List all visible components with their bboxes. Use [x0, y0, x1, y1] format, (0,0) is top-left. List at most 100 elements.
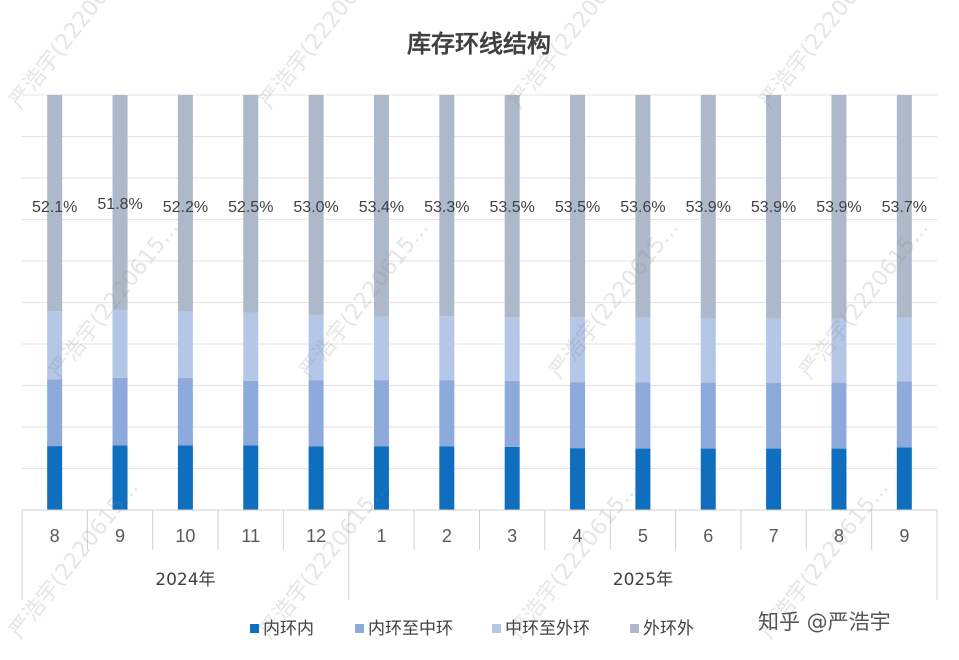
bar-segment-1-8: [504, 446, 520, 510]
bar-segment-3-4: [243, 312, 259, 381]
tick-label: 5: [638, 526, 648, 546]
bar-segment-2-7: [439, 380, 455, 447]
legend-label: 中环至外环: [505, 619, 590, 639]
data-label: 51.8%: [97, 196, 142, 213]
legend-label: 外环外: [643, 619, 694, 639]
bar-segment-3-9: [570, 317, 586, 383]
bar-segment-1-6: [373, 446, 389, 510]
bar-segment-4-11: [700, 95, 716, 319]
bar-segment-1-9: [570, 448, 586, 510]
bar-segment-4-6: [373, 95, 389, 317]
bar-segment-1-5: [308, 446, 324, 510]
data-label: 53.9%: [751, 199, 796, 216]
legend-swatch: [492, 624, 501, 633]
bar-segment-4-14: [896, 95, 912, 318]
bar-segment-1-4: [243, 445, 259, 510]
bar-segment-1-12: [766, 448, 782, 510]
bar-segment-2-10: [635, 382, 651, 449]
tick-label: 4: [573, 526, 583, 546]
bar-segment-4-1: [47, 95, 63, 312]
tick-label: 1: [376, 526, 386, 546]
watermark-text: 严浩宇(2220615...: [795, 216, 934, 384]
bar-segment-4-2: [112, 95, 128, 310]
bar-segment-4-12: [766, 95, 782, 319]
bar-segment-1-2: [112, 445, 128, 510]
data-label: 53.6%: [620, 199, 665, 216]
bar-segment-2-4: [243, 380, 259, 446]
bar-segment-1-11: [700, 448, 716, 510]
bar-segment-2-13: [831, 382, 847, 449]
bar-segment-4-10: [635, 95, 651, 318]
legend-label: 内环内: [263, 619, 314, 639]
tick-label: 8: [50, 526, 60, 546]
data-label: 52.5%: [228, 199, 273, 216]
data-label: 53.7%: [882, 199, 927, 216]
bar-segment-4-7: [439, 95, 455, 317]
watermark-text: 严浩宇(2220615...: [545, 216, 684, 384]
bar-segment-4-8: [504, 95, 520, 318]
watermark-text: 严浩宇(2220615...: [255, 0, 394, 114]
gridlines: [22, 94, 937, 511]
data-label: 52.2%: [163, 199, 208, 216]
bar-segment-2-12: [766, 383, 782, 449]
data-label: 53.3%: [424, 199, 469, 216]
bar-segment-4-5: [308, 95, 324, 315]
bar-segment-4-3: [177, 95, 193, 312]
tick-label: 6: [703, 526, 713, 546]
legend-swatch: [630, 624, 639, 633]
bar-segment-4-4: [243, 95, 259, 313]
bar-segment-4-13: [831, 95, 847, 319]
bar-segment-2-5: [308, 380, 324, 447]
tick-label: 9: [899, 526, 909, 546]
brand-watermark: 知乎 @严浩宇: [758, 610, 891, 634]
bar-segment-3-8: [504, 317, 520, 381]
tick-label: 10: [175, 526, 195, 546]
watermark-layer: 严浩宇(2220615... 严浩宇(2220615... 严浩宇(2220615.…: [5, 0, 934, 644]
bar-segment-2-8: [504, 380, 520, 447]
bar-segment-3-7: [439, 316, 455, 381]
legend: 内环内 内环至中环 中环至外环 外环外: [250, 619, 694, 639]
bar-segment-3-5: [308, 314, 324, 381]
bar-segment-2-6: [373, 380, 389, 447]
bar-segment-2-11: [700, 382, 716, 449]
bar-segment-3-3: [177, 311, 193, 379]
bar-segment-1-7: [439, 446, 455, 510]
bar-segment-3-6: [373, 316, 389, 381]
bar-segment-2-2: [112, 378, 128, 446]
bar-segment-1-10: [635, 448, 651, 510]
bar-segment-4-9: [570, 95, 586, 318]
bar-segment-3-1: [47, 311, 63, 380]
data-label: 53.5%: [489, 199, 534, 216]
bars: [47, 95, 912, 510]
data-labels: 52.1% 51.8% 52.2% 52.5% 53.0% 53.4% 53.3% 53.5%…: [32, 196, 927, 216]
legend-swatch: [250, 624, 259, 633]
tick-label: 2: [442, 526, 452, 546]
bar-segment-3-2: [112, 309, 128, 379]
watermark-text: 严浩宇(2220615...: [755, 0, 894, 114]
legend-swatch: [355, 624, 364, 633]
bar-segment-3-11: [700, 318, 716, 383]
data-label: 53.9%: [686, 199, 731, 216]
chart-title: 库存环线结构: [407, 30, 551, 58]
legend-label: 内环至中环: [368, 619, 453, 639]
bar-segment-2-3: [177, 378, 193, 446]
tick-label: 7: [769, 526, 779, 546]
bar-segment-3-13: [831, 318, 847, 383]
bar-segment-2-14: [896, 381, 912, 448]
bar-segment-3-12: [766, 318, 782, 384]
bar-segment-1-14: [896, 447, 912, 510]
watermark-text: 严浩宇(2220615...: [5, 476, 144, 644]
bar-segment-3-14: [896, 317, 912, 382]
tick-label: 8: [834, 526, 844, 546]
bar-segment-2-1: [47, 379, 63, 447]
tick-label: 11: [241, 526, 260, 546]
bar-segment-1-13: [831, 448, 847, 510]
data-label: 53.0%: [293, 199, 338, 216]
bar-segment-1-1: [47, 446, 63, 510]
data-label: 53.9%: [816, 199, 861, 216]
group-label: 2025年: [613, 570, 673, 590]
tick-label: 12: [306, 526, 326, 546]
bar-segment-1-3: [177, 445, 193, 510]
data-label: 53.5%: [555, 199, 600, 216]
